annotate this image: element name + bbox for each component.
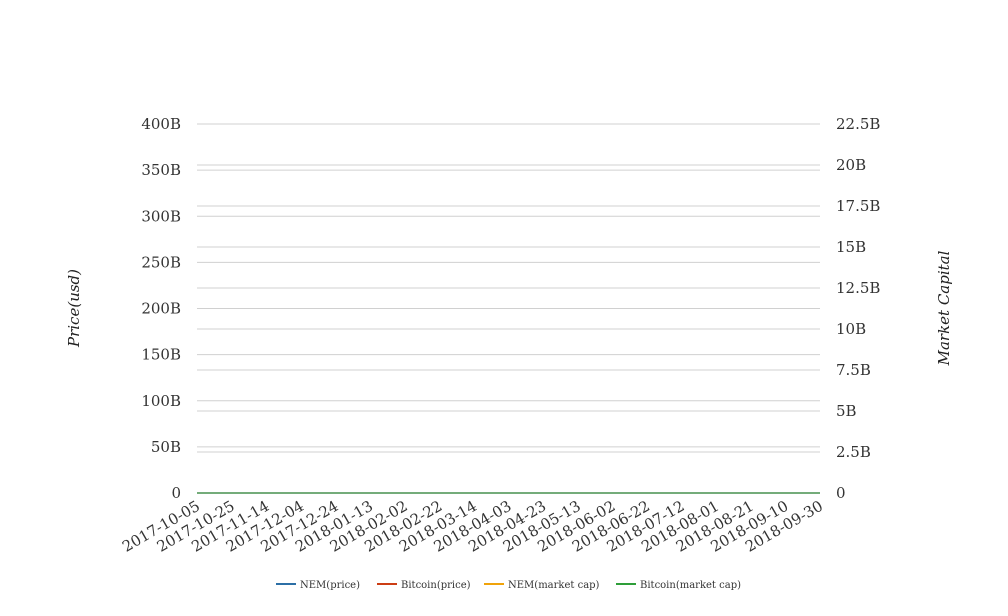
- legend-label: NEM(market cap): [508, 580, 600, 591]
- legend-item: NEM(market cap): [484, 580, 600, 591]
- y2-tick-label: 20B: [836, 156, 866, 174]
- left-axis-ticks: 0 50B 100B 150B 200B 250B 300B 350B 400B: [141, 115, 181, 502]
- y-tick-label: 250B: [141, 253, 181, 271]
- y2-tick-label: 2.5B: [836, 443, 871, 461]
- legend-label: Bitcoin(market cap): [640, 580, 741, 591]
- y2-tick-label: 15B: [836, 238, 866, 256]
- y2-tick-label: 10B: [836, 320, 866, 338]
- legend: NEM(price) Bitcoin(price) NEM(market cap) B…: [276, 580, 741, 591]
- y-tick-label: 400B: [141, 115, 181, 133]
- y2-tick-label: 22.5B: [836, 115, 880, 133]
- x-axis-ticks: 2017-10-052017-10-252017-11-142017-12-04…: [119, 497, 826, 556]
- y-axis-title: Price(usd): [65, 269, 83, 348]
- y-tick-label: 0: [171, 484, 181, 502]
- y2-tick-label: 5B: [836, 402, 857, 420]
- y-tick-label: 200B: [141, 300, 181, 318]
- y-tick-label: 150B: [141, 346, 181, 364]
- y-tick-label: 100B: [141, 392, 181, 410]
- legend-label: Bitcoin(price): [401, 580, 471, 591]
- y2-axis-title: Market Capital: [935, 250, 953, 366]
- right-axis-ticks: 0 2.5B 5B 7.5B 10B 12.5B 15B 17.5B 20B 22.5B: [836, 115, 880, 502]
- y2-tick-label: 12.5B: [836, 279, 880, 297]
- y-tick-label: 300B: [141, 207, 181, 225]
- y2-tick-label: 0: [836, 484, 846, 502]
- gridlines: [197, 123, 820, 453]
- legend-label: NEM(price): [300, 580, 360, 591]
- legend-item: Bitcoin(market cap): [616, 580, 741, 591]
- y2-tick-label: 17.5B: [836, 197, 880, 215]
- legend-item: NEM(price): [276, 580, 360, 591]
- y2-tick-label: 7.5B: [836, 361, 871, 379]
- y-tick-label: 50B: [151, 438, 181, 456]
- y-tick-label: 350B: [141, 161, 181, 179]
- legend-item: Bitcoin(price): [377, 580, 471, 591]
